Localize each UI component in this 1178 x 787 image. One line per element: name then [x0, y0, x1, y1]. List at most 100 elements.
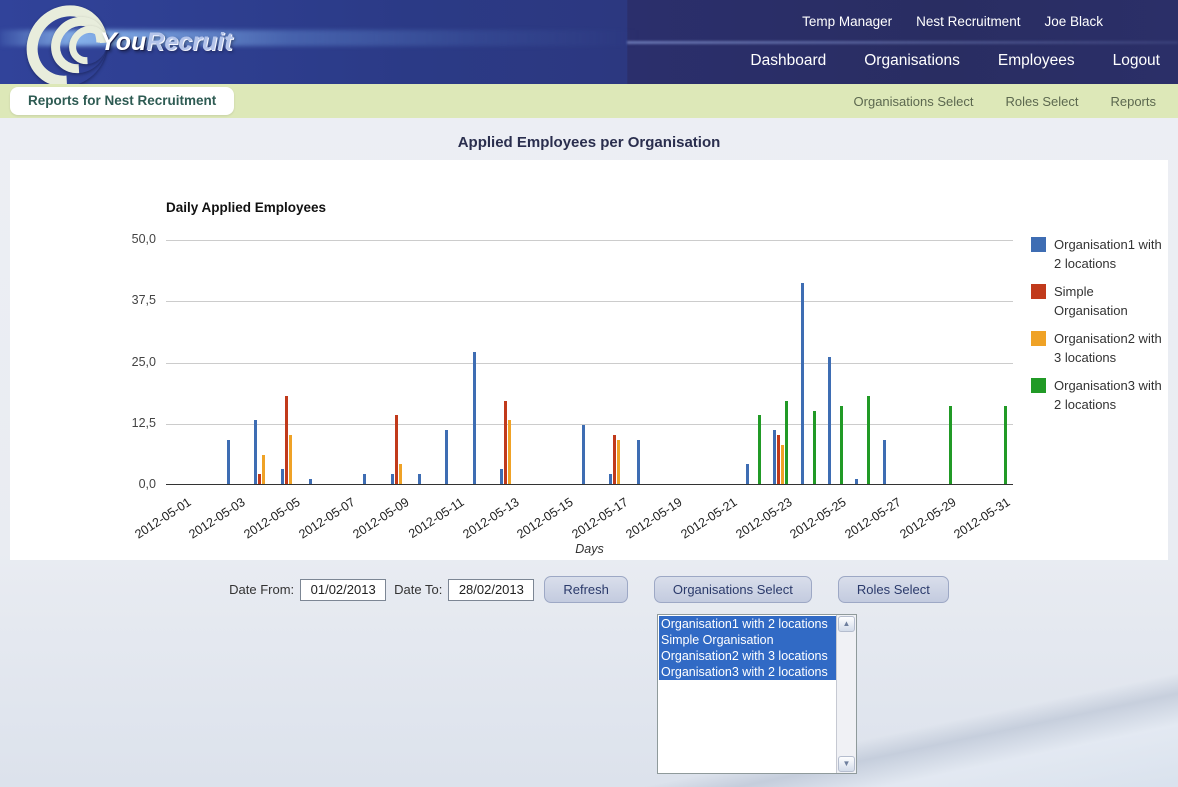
refresh-button[interactable]: Refresh [544, 576, 628, 603]
gridline [166, 301, 1013, 302]
listbox-option[interactable]: Organisation1 with 2 locations [659, 616, 836, 632]
bar-2012-05-09 [391, 474, 394, 484]
x-tick-label: 2012-05-09 [351, 495, 412, 542]
x-tick-label: 2012-05-19 [624, 495, 685, 542]
x-tick-label: 2012-05-01 [132, 495, 193, 542]
legend-label: Organisation2 with 3 locations [1054, 329, 1163, 367]
bar-2012-05-17 [617, 440, 620, 484]
subnav-bar: Reports for Nest Recruitment Organisatio… [0, 84, 1178, 118]
bar-2012-05-23 [781, 445, 784, 484]
legend-item: Organisation1 with 2 locations [1031, 235, 1163, 273]
date-to-input[interactable] [448, 579, 534, 601]
bar-2012-05-25 [828, 357, 831, 484]
gridline [166, 240, 1013, 241]
nav-dashboard[interactable]: Dashboard [750, 52, 826, 70]
bar-2012-05-24 [813, 411, 816, 485]
subnav-roles-select[interactable]: Roles Select [1005, 94, 1078, 109]
bar-2012-05-13 [508, 420, 511, 484]
chart-plot: 0,012,525,037,550,02012-05-012012-05-032… [166, 240, 1013, 485]
bar-2012-05-09 [395, 415, 398, 484]
bar-2012-05-04 [258, 474, 261, 484]
bar-2012-05-27 [883, 440, 886, 484]
legend-swatch-icon [1031, 331, 1046, 346]
date-from-label: Date From: [229, 582, 294, 597]
listbox-scrollbar[interactable]: ▲ ▼ [836, 615, 856, 773]
organisations-options: Organisation1 with 2 locationsSimple Org… [658, 615, 836, 773]
listbox-option[interactable]: Simple Organisation [659, 632, 836, 648]
x-tick-label: 2012-05-05 [241, 495, 302, 542]
chart-panel: Daily Applied Employees 0,012,525,037,55… [10, 160, 1168, 560]
header-context-links: Temp Manager Nest Recruitment Joe Black [802, 14, 1103, 29]
filter-controls: Date From: Date To: Refresh Organisation… [0, 576, 1178, 603]
bar-2012-05-31 [1004, 406, 1007, 484]
legend-item: Organisation3 with 2 locations [1031, 376, 1163, 414]
bar-2012-05-23 [773, 430, 776, 484]
y-tick-label: 12,5 [112, 416, 156, 430]
bar-2012-05-05 [289, 435, 292, 484]
bar-2012-05-11 [445, 430, 448, 484]
nav-employees[interactable]: Employees [998, 52, 1075, 70]
x-tick-label: 2012-05-03 [187, 495, 248, 542]
scroll-down-icon[interactable]: ▼ [838, 756, 855, 772]
bar-2012-05-06 [309, 479, 312, 484]
listbox-option[interactable]: Organisation3 with 2 locations [659, 664, 836, 680]
legend-item: Organisation2 with 3 locations [1031, 329, 1163, 367]
link-user-joe-black[interactable]: Joe Black [1044, 14, 1103, 29]
bar-2012-05-26 [855, 479, 858, 484]
legend-swatch-icon [1031, 284, 1046, 299]
legend-label: Organisation1 with 2 locations [1054, 235, 1163, 273]
bar-2012-05-22 [746, 464, 749, 484]
chart-title: Daily Applied Employees [166, 200, 326, 215]
bar-2012-05-08 [363, 474, 366, 484]
bar-2012-05-23 [777, 435, 780, 484]
bar-2012-05-26 [867, 396, 870, 484]
bar-2012-05-13 [500, 469, 503, 484]
nav-logout[interactable]: Logout [1113, 52, 1160, 70]
x-tick-label: 2012-05-15 [515, 495, 576, 542]
bar-2012-05-05 [285, 396, 288, 484]
y-tick-label: 37,5 [112, 293, 156, 307]
logo-text: YouRecruit [100, 28, 232, 57]
app-header: YouRecruit Temp Manager Nest Recruitment… [0, 0, 1178, 84]
legend-swatch-icon [1031, 378, 1046, 393]
subnav-reports[interactable]: Reports [1110, 94, 1156, 109]
listbox-option[interactable]: Organisation2 with 3 locations [659, 648, 836, 664]
gridline [166, 424, 1013, 425]
y-tick-label: 25,0 [112, 355, 156, 369]
bar-2012-05-29 [949, 406, 952, 484]
legend-label: Simple Organisation [1054, 282, 1163, 320]
bar-2012-05-13 [504, 401, 507, 484]
subnav-organisations-select[interactable]: Organisations Select [854, 94, 974, 109]
x-tick-label: 2012-05-13 [460, 495, 521, 542]
link-temp-manager[interactable]: Temp Manager [802, 14, 892, 29]
nav-organisations[interactable]: Organisations [864, 52, 960, 70]
date-from-input[interactable] [300, 579, 386, 601]
organisations-select-button[interactable]: Organisations Select [654, 576, 812, 603]
organisations-listbox[interactable]: Organisation1 with 2 locationsSimple Org… [657, 614, 857, 774]
subnav-links: Organisations Select Roles Select Report… [854, 84, 1156, 118]
bar-2012-05-23 [785, 401, 788, 484]
link-nest-recruitment[interactable]: Nest Recruitment [916, 14, 1020, 29]
main-nav: Dashboard Organisations Employees Logout [750, 52, 1160, 70]
bar-2012-05-24 [801, 283, 804, 484]
bar-2012-05-04 [254, 420, 257, 484]
x-tick-label: 2012-05-29 [897, 495, 958, 542]
y-tick-label: 0,0 [112, 477, 156, 491]
bar-2012-05-25 [840, 406, 843, 484]
bar-2012-05-10 [418, 474, 421, 484]
legend-item: Simple Organisation [1031, 282, 1163, 320]
chart-legend: Organisation1 with 2 locations Simple Org… [1031, 235, 1163, 423]
x-axis-label: Days [166, 542, 1013, 556]
bar-2012-05-16 [582, 425, 585, 484]
bar-2012-05-12 [473, 352, 476, 484]
x-tick-label: 2012-05-07 [296, 495, 357, 542]
gridline [166, 363, 1013, 364]
x-tick-label: 2012-05-17 [569, 495, 630, 542]
roles-select-button[interactable]: Roles Select [838, 576, 949, 603]
x-tick-label: 2012-05-27 [842, 495, 903, 542]
yourecruit-logo[interactable]: YouRecruit [12, 2, 312, 82]
scroll-up-icon[interactable]: ▲ [838, 616, 855, 632]
x-axis-line [166, 484, 1013, 485]
legend-swatch-icon [1031, 237, 1046, 252]
x-tick-label: 2012-05-23 [733, 495, 794, 542]
